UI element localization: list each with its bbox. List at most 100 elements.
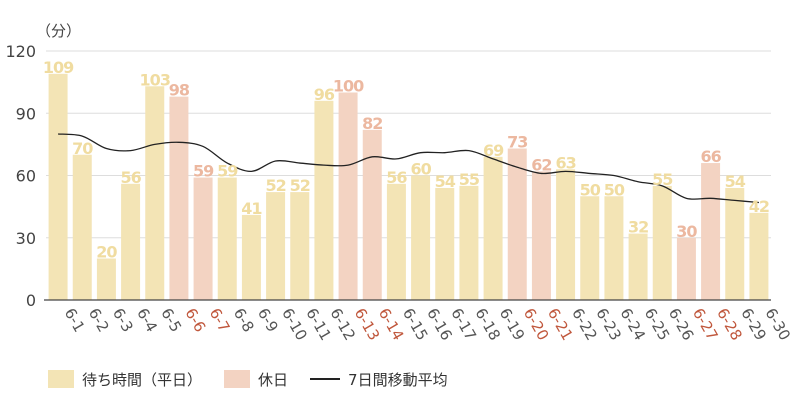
bar-value-label-6-24: 50 [604, 180, 625, 199]
bar-value-label-6-10: 52 [265, 176, 285, 195]
bar-value-label-6-9: 41 [241, 199, 262, 218]
bar-value-label-6-22: 63 [555, 153, 575, 172]
x-tick-label-6-13: 6-13 [351, 305, 384, 343]
bar-value-label-6-20: 73 [507, 133, 527, 152]
x-tick-label-6-1: 6-1 [61, 305, 89, 335]
bar-6-20 [507, 148, 527, 300]
bar-value-label-6-5: 103 [140, 70, 170, 89]
bar-value-label-6-25: 32 [628, 218, 648, 237]
bar-value-label-6-23: 50 [580, 180, 601, 199]
y-tick-label-60: 60 [16, 167, 36, 186]
x-tick-label-6-8: 6-8 [230, 305, 258, 335]
moving-average-line [58, 133, 759, 204]
bar-6-6 [169, 96, 189, 301]
legend-swatch-weekday [48, 370, 74, 388]
legend-label-average: 7日間移動平均 [348, 370, 448, 389]
legend-label-holiday: 休日 [258, 370, 289, 389]
x-tick-label-6-2: 6-2 [85, 305, 113, 335]
x-tick-label-6-19: 6-19 [496, 305, 529, 343]
y-tick-label-120: 120 [5, 42, 36, 61]
bar-value-label-6-2: 70 [72, 139, 93, 158]
x-tick-label-6-24: 6-24 [616, 305, 649, 343]
bar-6-16 [411, 175, 431, 300]
y-tick-label-0: 0 [26, 291, 36, 310]
x-tick-label-6-14: 6-14 [375, 305, 408, 343]
x-tick-label-6-10: 6-10 [278, 305, 311, 343]
bar-6-18 [459, 185, 479, 300]
bar-value-label-6-6: 98 [169, 81, 190, 100]
y-axis-unit-label: （分） [36, 22, 82, 40]
bar-6-14 [362, 129, 382, 300]
x-tick-label-6-3: 6-3 [109, 305, 137, 335]
bar-value-label-6-7: 59 [193, 162, 214, 181]
bar-6-25 [628, 233, 648, 300]
legend-swatch-holiday [224, 370, 251, 388]
bar-value-label-6-19: 69 [483, 141, 504, 160]
bar-value-label-6-21: 62 [531, 155, 551, 174]
bar-6-2 [72, 154, 92, 300]
bar-6-30 [749, 212, 769, 300]
bar-6-1 [48, 73, 68, 300]
bar-6-5 [145, 86, 165, 301]
x-tick-label-6-12: 6-12 [326, 305, 359, 343]
y-tick-label-90: 90 [16, 104, 36, 123]
x-tick-label-6-6: 6-6 [181, 305, 209, 335]
x-tick-label-6-11: 6-11 [302, 305, 335, 343]
x-tick-label-6-5: 6-5 [157, 305, 185, 335]
bar-value-label-6-11: 52 [290, 176, 310, 195]
bar-6-12 [314, 100, 334, 300]
x-tick-label-6-23: 6-23 [592, 305, 625, 343]
bar-6-17 [435, 187, 455, 300]
bar-6-27 [676, 237, 696, 300]
x-tick-label-6-20: 6-20 [520, 305, 553, 343]
bar-6-7 [193, 177, 213, 300]
x-tick-label-6-4: 6-4 [133, 305, 161, 335]
bar-6-21 [531, 171, 551, 300]
bar-6-24 [604, 196, 624, 300]
bar-6-23 [580, 196, 600, 300]
legend: 待ち時間（平日） 休日 7日間移動平均 [48, 368, 470, 390]
bar-6-4 [121, 183, 141, 300]
bar-6-26 [652, 185, 672, 300]
x-tick-label-6-18: 6-18 [471, 305, 504, 343]
legend-item-holiday: 休日 [224, 369, 288, 390]
x-tick-label-6-22: 6-22 [568, 305, 601, 343]
bar-6-9 [241, 214, 261, 300]
legend-item-weekday: 待ち時間（平日） [48, 369, 202, 390]
x-tick-label-6-15: 6-15 [399, 305, 432, 343]
x-tick-label-6-30: 6-30 [761, 305, 794, 343]
bar-6-29 [725, 187, 745, 300]
bar-value-label-6-26: 55 [652, 170, 673, 189]
bar-6-10 [266, 192, 286, 300]
y-tick-label-30: 30 [16, 229, 36, 248]
bar-value-label-6-4: 56 [120, 168, 141, 187]
bar-value-label-6-18: 55 [459, 170, 480, 189]
x-tick-label-6-21: 6-21 [544, 305, 577, 343]
bar-value-label-6-3: 20 [96, 243, 117, 262]
bar-6-11 [290, 192, 310, 300]
legend-item-average: 7日間移動平均 [310, 369, 448, 390]
x-tick-label-6-16: 6-16 [423, 305, 456, 343]
x-tick-label-6-9: 6-9 [254, 305, 282, 335]
bar-value-label-6-16: 60 [410, 160, 431, 179]
bar-value-label-6-17: 54 [435, 172, 456, 191]
bar-value-label-6-12: 96 [314, 85, 335, 104]
bar-6-8 [217, 177, 237, 300]
bar-6-15 [386, 183, 406, 300]
bar-6-22 [556, 169, 576, 300]
bar-value-label-6-8: 59 [217, 162, 238, 181]
x-tick-label-6-28: 6-28 [713, 305, 746, 343]
bar-value-label-6-13: 100 [333, 77, 364, 96]
bar-value-label-6-14: 82 [362, 114, 382, 133]
bar-value-label-6-30: 42 [749, 197, 769, 216]
bar-6-3 [96, 258, 116, 300]
bar-value-label-6-28: 66 [700, 147, 721, 166]
bar-6-28 [701, 163, 721, 300]
x-tick-label-6-17: 6-17 [447, 305, 480, 343]
legend-label-weekday: 待ち時間（平日） [82, 370, 203, 389]
bar-6-13 [338, 92, 358, 300]
x-tick-label-6-26: 6-26 [665, 305, 698, 343]
x-tick-label-6-25: 6-25 [641, 305, 674, 343]
